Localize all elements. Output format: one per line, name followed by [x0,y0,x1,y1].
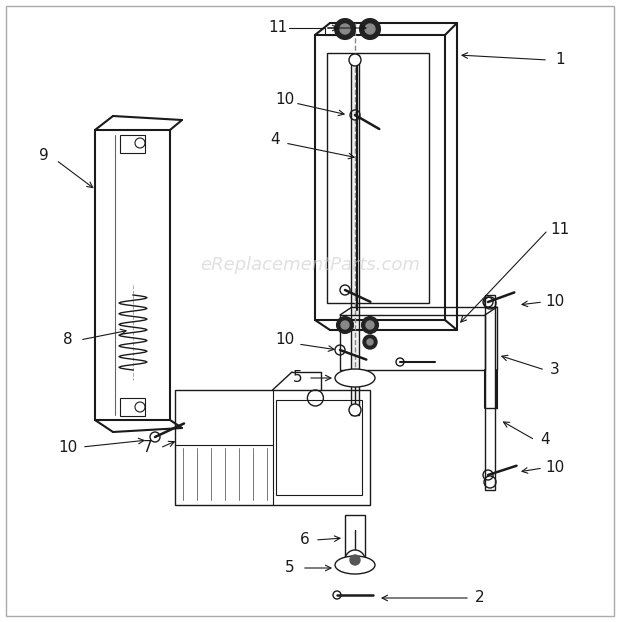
Text: 11: 11 [268,21,288,35]
Circle shape [349,54,361,66]
Circle shape [341,321,349,329]
Circle shape [350,555,360,565]
Circle shape [367,339,373,345]
Bar [175,390,370,505]
Text: eReplacementParts.com: eReplacementParts.com [200,256,420,274]
Text: 11: 11 [551,223,570,238]
Bar [351,55,359,415]
Text: 10: 10 [546,460,565,475]
Circle shape [365,24,375,34]
Bar [120,398,145,416]
Text: 10: 10 [58,440,78,455]
Text: 9: 9 [39,147,49,162]
Bar [340,315,485,370]
Circle shape [360,19,380,39]
Circle shape [345,550,365,570]
Bar [345,515,365,560]
Bar [277,400,362,495]
Circle shape [366,321,374,329]
Text: 3: 3 [550,363,560,378]
Text: 10: 10 [275,93,294,108]
Text: 8: 8 [63,333,73,348]
Circle shape [340,24,350,34]
Bar [120,135,145,153]
Text: 1: 1 [555,52,565,68]
Circle shape [363,335,377,349]
Text: 10: 10 [546,294,565,310]
Text: 4: 4 [270,132,280,147]
Text: 10: 10 [275,333,294,348]
Circle shape [349,404,361,416]
Text: 6: 6 [300,532,310,547]
Text: 4: 4 [540,432,550,447]
Text: 7: 7 [143,440,153,455]
Ellipse shape [335,556,375,574]
Text: 2: 2 [475,590,485,605]
Text: 5: 5 [285,560,295,575]
Text: 5: 5 [293,371,303,386]
Circle shape [362,317,378,333]
Bar [327,53,429,303]
Circle shape [337,317,353,333]
Bar [315,35,445,320]
Bar [485,295,495,490]
Circle shape [335,19,355,39]
Ellipse shape [335,369,375,387]
